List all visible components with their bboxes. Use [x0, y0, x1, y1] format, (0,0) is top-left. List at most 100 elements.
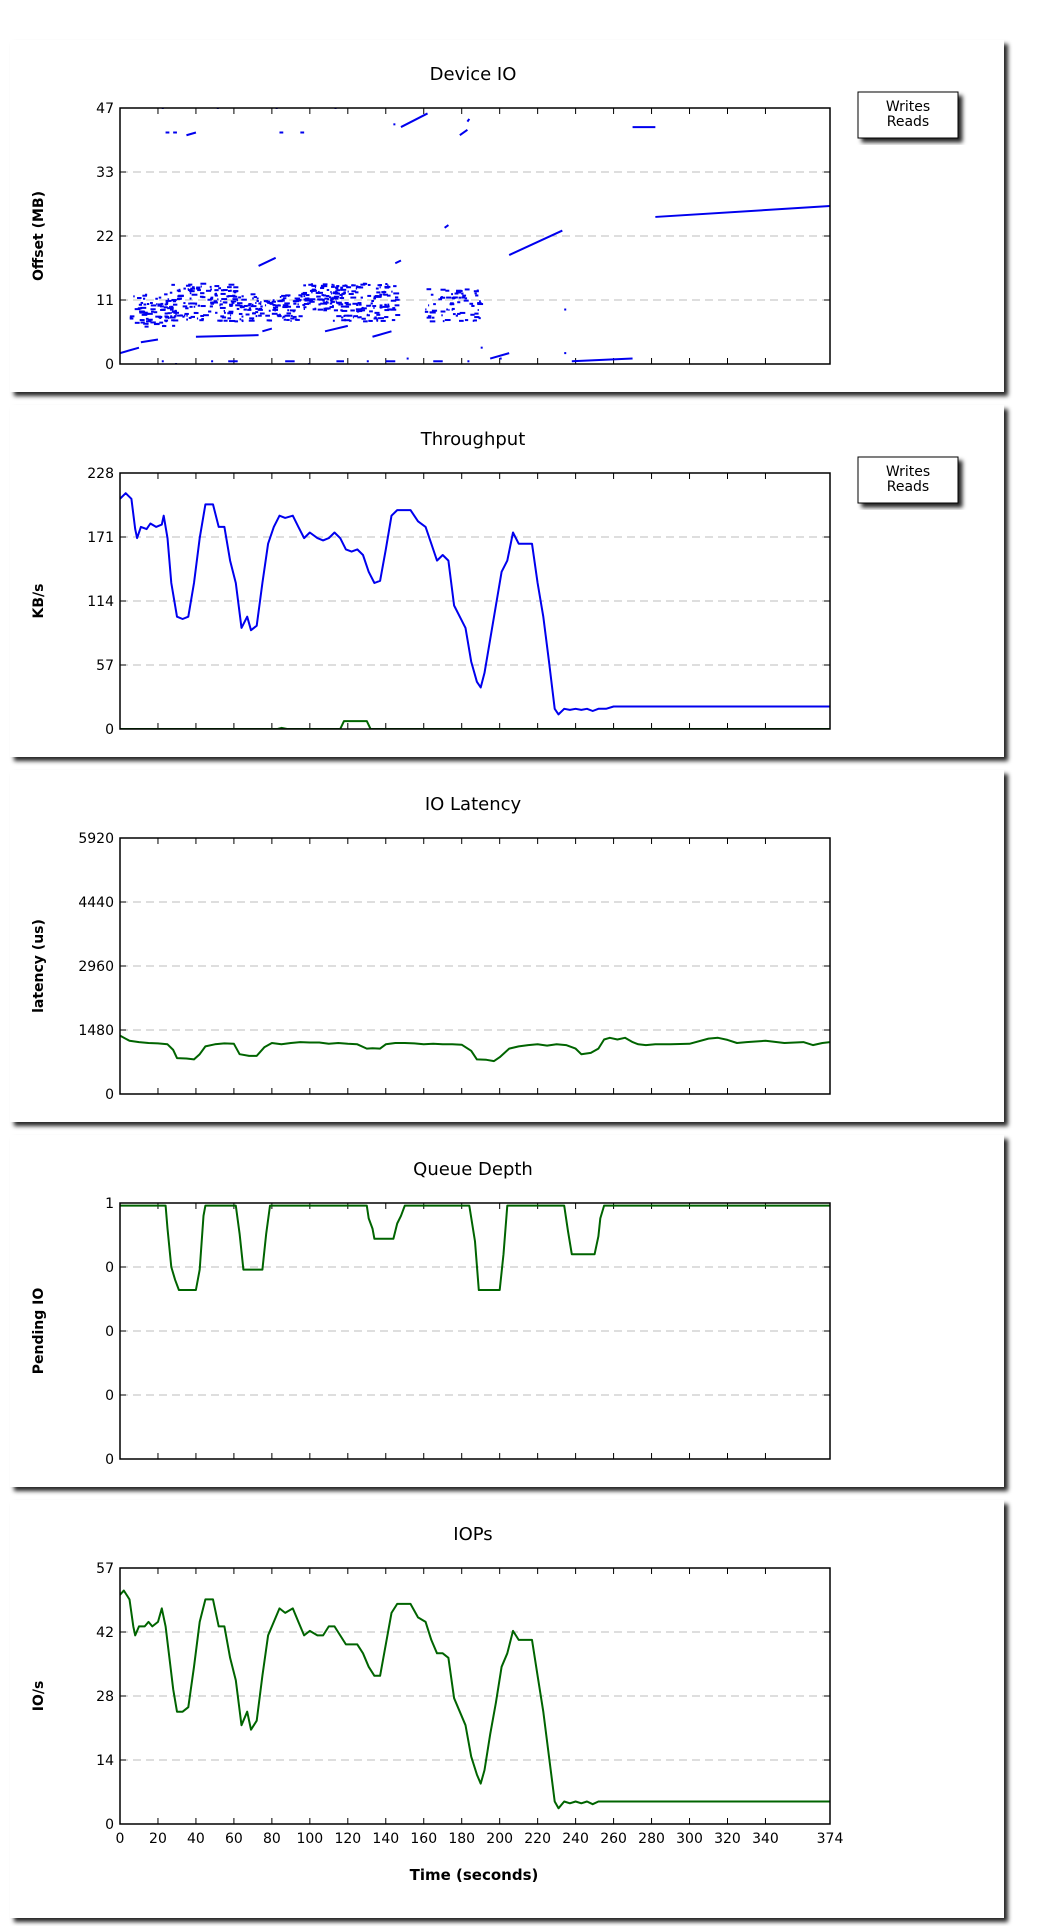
io-point [340, 288, 347, 291]
io-point [173, 315, 177, 318]
io-point [331, 285, 335, 288]
io-point [172, 300, 177, 303]
io-point [330, 299, 332, 302]
io-point [345, 303, 352, 306]
io-point [369, 319, 373, 322]
io-segment [195, 334, 259, 338]
io-point [303, 306, 307, 309]
io-point [322, 283, 328, 286]
io-segment [400, 112, 428, 128]
y-tick-label: 2960 [78, 959, 114, 975]
io-point [289, 309, 296, 312]
io-point [370, 302, 373, 305]
io-point [213, 300, 218, 303]
io-point [139, 319, 145, 322]
io-point [276, 314, 282, 317]
io-point [258, 307, 263, 310]
io-point [473, 319, 477, 322]
x-tick-label: 374 [817, 1831, 844, 1847]
io-point [252, 312, 255, 315]
panel-io-latency [10, 770, 1004, 1122]
y-tick-label: 0 [105, 1087, 114, 1103]
io-point [474, 312, 479, 315]
y-tick-label: 11 [96, 293, 114, 309]
io-point [472, 319, 475, 322]
io-point [376, 318, 379, 321]
io-point [187, 289, 193, 292]
io-point [255, 307, 259, 310]
io-point [336, 285, 340, 288]
io-point [232, 298, 238, 301]
io-point [477, 302, 482, 305]
io-point [429, 320, 436, 323]
io-point [324, 297, 329, 300]
io-point [473, 290, 479, 293]
io-point [382, 305, 389, 308]
io-point [323, 307, 330, 310]
y-tick-label: 228 [87, 466, 114, 482]
x-tick-label: 200 [486, 1831, 513, 1847]
io-point [303, 298, 306, 301]
io-point [333, 284, 335, 287]
x-tick-label: 80 [263, 1831, 281, 1847]
io-point [406, 357, 409, 360]
io-point [446, 308, 448, 311]
plot-frame [119, 107, 831, 365]
io-point [364, 282, 368, 285]
x-tick-label: 220 [524, 1831, 551, 1847]
io-point [239, 304, 243, 307]
io-point [169, 305, 171, 308]
io-point [367, 294, 372, 297]
io-point [479, 300, 481, 303]
io-point [456, 289, 462, 292]
io-point [202, 314, 209, 317]
io-point [461, 292, 464, 295]
io-point [157, 304, 161, 307]
io-point [210, 302, 214, 305]
io-point [373, 306, 375, 309]
legend-entry-reads: Reads [887, 479, 929, 495]
io-point [334, 295, 340, 298]
io-point [140, 301, 144, 304]
io-point [335, 300, 337, 303]
io-segment [324, 324, 349, 333]
io-point [344, 314, 349, 317]
io-point [193, 311, 197, 314]
io-point [341, 309, 348, 312]
io-point [298, 294, 303, 297]
io-point [384, 303, 387, 306]
io-point [241, 319, 244, 322]
io-point [243, 304, 248, 307]
io-point [282, 315, 286, 318]
io-point [159, 316, 162, 319]
io-point [360, 296, 363, 299]
y-tick-label: 0 [105, 1452, 114, 1468]
io-point [431, 316, 435, 319]
io-point [150, 301, 153, 304]
io-point [474, 292, 477, 295]
io-point [329, 302, 333, 305]
io-point [368, 319, 371, 322]
io-point [348, 319, 352, 322]
io-point [318, 290, 320, 293]
y-tick-label: 0 [105, 1324, 114, 1340]
io-point [441, 314, 443, 317]
io-point [272, 306, 279, 309]
io-point [358, 309, 364, 312]
io-point [165, 320, 168, 323]
io-point [341, 292, 345, 295]
io-point [188, 316, 192, 319]
io-point [333, 309, 339, 312]
io-point [331, 299, 333, 302]
x-tick-label: 140 [372, 1831, 399, 1847]
io-point [394, 304, 400, 307]
io-point [310, 283, 314, 286]
io-point [318, 303, 321, 306]
y-axis-label: IO/s [31, 1681, 47, 1712]
io-segment [186, 131, 197, 137]
io-point [241, 298, 247, 301]
io-point [222, 289, 228, 292]
panel-device-io [10, 40, 1004, 392]
